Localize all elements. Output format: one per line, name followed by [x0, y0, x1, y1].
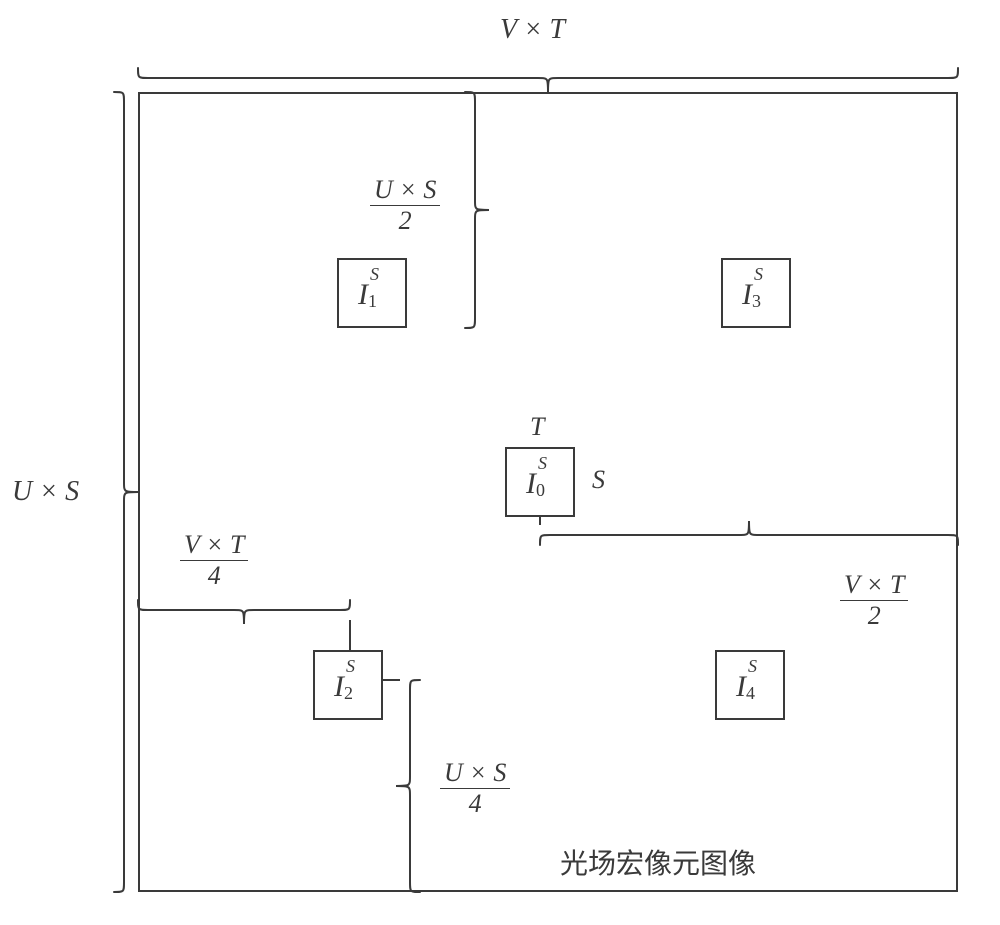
box-I4: IS4	[715, 650, 785, 720]
box-I0: IS0	[505, 447, 575, 517]
box-I2: IS2	[313, 650, 383, 720]
diagram-stage: V × T U × S U × S2 V × T4 U × S4 V × T2	[0, 0, 1000, 925]
brace-VxT2	[0, 0, 1000, 620]
label-T: T	[530, 412, 544, 442]
box-I3: IS3	[721, 258, 791, 328]
caption: 光场宏像元图像	[560, 842, 756, 882]
box-I1: IS1	[337, 258, 407, 328]
label-S: S	[592, 465, 605, 495]
